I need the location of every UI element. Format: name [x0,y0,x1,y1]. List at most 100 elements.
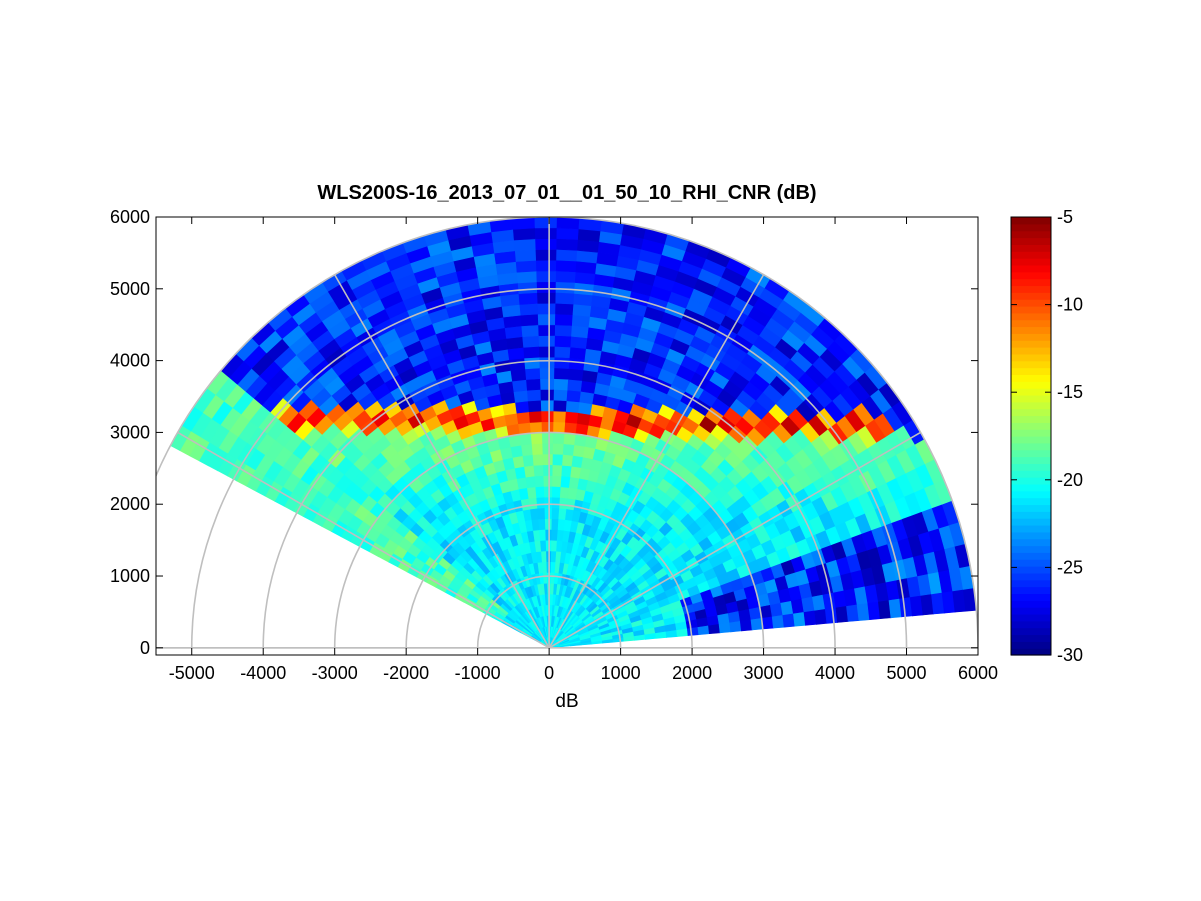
colorbar-step-47 [1011,326,1051,334]
scan-cell-1172 [536,507,545,520]
scan-cell-1181 [528,410,542,423]
scan-cell-1225 [509,368,527,382]
y-tick-label-3: 3000 [110,422,150,442]
scan-cell-1015 [568,476,580,490]
scan-cell-1143 [539,389,554,401]
grid-spoke-4 [177,431,550,649]
scan-cell-22 [782,612,796,628]
x-tick-label-8: 3000 [744,663,784,683]
colorbar-step-10 [1011,579,1051,588]
scan-cell-1065 [567,368,584,381]
colorbar-step-39 [1011,381,1051,389]
scan-cell-1017 [570,455,583,468]
colorbar-step-58 [1011,251,1051,259]
colorbar-step-3 [1011,627,1051,636]
colorbar-step-35 [1011,408,1051,417]
colorbar-step-60 [1011,237,1051,245]
grid-spoke-1 [548,274,765,649]
scan-cell-1091 [550,518,559,530]
scan-cell-27 [835,605,849,623]
scan-cell-1105 [553,367,569,380]
scan-cell-1051 [557,518,566,531]
y-tick-label-6: 6000 [110,207,150,227]
scan-cell-1216 [523,465,535,478]
colorbar-step-53 [1011,285,1051,293]
scan-cell-1147 [538,345,555,358]
x-tick-label-6: 1000 [601,663,641,683]
scan-cell-1103 [553,389,568,402]
y-axis: 0 1000 2000 3000 4000 5000 6000 [110,207,978,658]
scan-cell-1135 [542,475,553,487]
scan-cell-1016 [569,465,582,479]
scan-cell-1152 [536,292,556,304]
colorbar-step-11 [1011,572,1051,581]
scan-cell-1190 [519,313,539,327]
scan-cell-1059 [562,432,576,446]
colorbar-tick-label-5: -30 [1057,645,1083,665]
scan-cell-1221 [515,411,530,425]
scan-cell-1131 [544,518,552,530]
colorbar-step-9 [1011,586,1051,594]
scan-cell-1052 [557,507,567,520]
colorbar-step-23 [1011,490,1051,499]
scan-cell-1055 [559,475,571,488]
colorbar-step-18 [1011,524,1051,533]
scan-cells [170,217,977,649]
colorbar-step-33 [1011,422,1051,430]
scan-cell-1085 [549,582,554,595]
scan-cell-1115 [555,259,577,273]
colorbar-step-15 [1011,545,1051,553]
colorbar-step-36 [1011,401,1051,410]
colorbar-step-37 [1011,394,1051,403]
scan-cell-1061 [564,411,579,424]
scan-cell-1192 [517,292,538,305]
colorbar-step-48 [1011,319,1051,328]
scan-cell-1102 [552,399,567,412]
scan-cell-1182 [527,399,542,413]
scan-cell-1142 [540,399,554,412]
scan-cell-1072 [572,292,593,307]
colorbar-gradient [1011,217,1051,656]
scan-cell-1193 [517,281,538,295]
grid-spoke-0 [548,431,921,649]
scan-cell-26 [824,606,838,624]
scan-cell-1068 [569,335,588,349]
colorbar-step-54 [1011,278,1051,287]
scan-cell-1095 [551,475,562,488]
colorbar-step-0 [1011,648,1051,656]
scan-cell-1151 [536,302,556,315]
scan-cell-1117 [555,238,578,251]
scan-cell-1111 [554,302,574,316]
scan-cell-1224 [511,379,528,393]
scan-cell-1018 [572,444,585,458]
colorbar-step-16 [1011,538,1051,547]
colorbar-step-17 [1011,531,1051,540]
scan-cell-1138 [541,442,554,455]
colorbar-step-22 [1011,497,1051,506]
colorbar-step-27 [1011,463,1051,471]
scan-cell-1132 [543,507,552,520]
scan-cell-1087 [550,561,556,573]
scan-cell-1100 [552,421,566,434]
x-tick-label-7: 2000 [672,663,712,683]
colorbar-step-32 [1011,429,1051,437]
colorbar: -5 -10 -15 -20 -25 -30 [1010,207,1083,665]
scan-cell-1128 [545,550,552,563]
scan-cell-1097 [551,453,563,466]
scan-cell-1116 [555,249,578,262]
scan-cell-1226 [508,357,526,371]
colorbar-step-38 [1011,388,1051,396]
scan-cell-1056 [560,464,572,478]
x-tick-label-3: -2000 [383,663,429,683]
scan-cell-1217 [521,454,534,467]
colorbar-tick-label-3: -20 [1057,470,1083,490]
scan-cell-1070 [571,314,590,328]
scan-cell-1197 [513,238,536,252]
colorbar-tick-label-4: -25 [1057,557,1083,577]
scan-cell-1144 [539,378,555,390]
colorbar-step-7 [1011,600,1051,608]
scan-cell-1158 [534,227,557,240]
scan-cell-1064 [566,378,583,392]
scan-cell-1136 [542,464,553,476]
scan-cell-1134 [543,485,553,498]
